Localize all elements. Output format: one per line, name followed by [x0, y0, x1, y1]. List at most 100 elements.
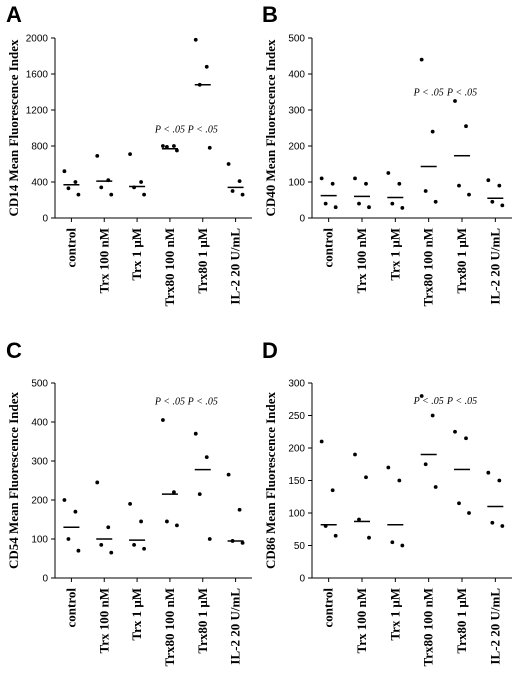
- significance-annotation: P < .05: [154, 396, 185, 407]
- data-point: [353, 452, 357, 457]
- data-point: [464, 124, 468, 129]
- data-point: [490, 520, 495, 525]
- data-point: [367, 535, 371, 540]
- category-label: Trx80 100 nM: [162, 228, 177, 306]
- data-point: [204, 64, 209, 69]
- category-label: Trx80 100 nM: [162, 588, 177, 666]
- data-point: [397, 478, 402, 483]
- data-point: [357, 517, 361, 522]
- category-label: control: [63, 228, 78, 268]
- data-point: [226, 472, 231, 477]
- significance-annotation: P < .05: [446, 88, 477, 99]
- y-tick-label: 500: [288, 34, 305, 45]
- data-point: [139, 180, 143, 184]
- data-point: [419, 57, 424, 62]
- data-point: [319, 176, 324, 181]
- category-label: control: [321, 228, 336, 268]
- category-label: Trx80 100 nM: [421, 228, 436, 306]
- data-point: [500, 203, 505, 208]
- category-label: Trx 100 nM: [96, 588, 111, 653]
- y-tick-label: 200: [288, 142, 305, 153]
- data-point: [230, 189, 235, 193]
- data-point: [357, 201, 361, 206]
- data-point: [386, 171, 391, 175]
- category-label: IL-2 20 U/mL: [487, 588, 502, 665]
- data-point: [386, 465, 391, 470]
- category-label: control: [321, 588, 336, 628]
- y-tick-label: 100: [31, 535, 48, 546]
- data-point: [99, 185, 104, 190]
- data-point: [132, 542, 136, 547]
- category-label: IL-2 20 U/mL: [228, 588, 243, 665]
- significance-annotation: P < .05: [187, 125, 218, 136]
- data-point: [364, 475, 368, 480]
- data-point: [207, 145, 212, 150]
- data-point: [172, 144, 176, 148]
- y-tick-label: 200: [31, 496, 48, 507]
- data-point: [109, 192, 114, 197]
- data-point: [323, 201, 328, 206]
- data-point: [464, 436, 468, 441]
- data-point: [500, 524, 505, 528]
- data-point: [400, 543, 405, 548]
- significance-annotation: P < .05: [413, 88, 444, 99]
- significance-annotation: P < .05: [413, 396, 444, 407]
- data-point: [139, 519, 143, 524]
- data-point: [467, 192, 471, 197]
- data-point: [95, 154, 100, 158]
- data-point: [62, 498, 67, 502]
- data-point: [364, 181, 368, 186]
- data-point: [433, 485, 438, 489]
- data-point: [142, 546, 146, 551]
- data-point: [319, 439, 324, 444]
- y-tick-label: 400: [288, 70, 305, 81]
- data-point: [237, 507, 242, 512]
- data-point: [457, 183, 461, 188]
- chart-panel-a: A CD14 Mean Fluorescence Index 0 400 800 1200…: [6, 2, 252, 306]
- y-tick-label: 100: [288, 509, 305, 520]
- y-tick-label: 0: [299, 574, 305, 585]
- panel-letter: C: [6, 338, 22, 363]
- y-tick-label: 200: [288, 444, 305, 455]
- data-point: [497, 183, 502, 188]
- data-point: [237, 179, 242, 184]
- y-tick-label: 250: [288, 411, 305, 422]
- significance-annotation: P < .05: [154, 125, 185, 136]
- y-tick-label: 300: [288, 379, 305, 390]
- data-point: [240, 541, 245, 545]
- category-label: IL-2 20 U/mL: [487, 228, 502, 305]
- category-label: Trx 1 μM: [129, 588, 144, 641]
- data-point: [73, 180, 78, 184]
- data-point: [73, 509, 78, 514]
- data-point: [207, 537, 212, 541]
- data-point: [433, 199, 438, 204]
- y-tick-label: 2000: [26, 34, 49, 45]
- data-point: [175, 523, 179, 528]
- data-point: [204, 455, 209, 459]
- data-point: [423, 462, 428, 467]
- significance-annotation: P < .05: [446, 396, 477, 407]
- chart-panel-c: C CD54 Mean Fluorescence Index 0 100 200 300 4…: [6, 338, 252, 666]
- category-label: Trx80 1 μM: [195, 588, 210, 654]
- data-point: [226, 162, 231, 166]
- chart-panel-b: B CD40 Mean Fluorescence Index 0 100 200 300 4…: [262, 2, 512, 306]
- data-point: [193, 37, 198, 42]
- data-point: [486, 178, 491, 183]
- y-tick-label: 100: [288, 178, 305, 189]
- category-label: Trx80 1 μM: [195, 228, 210, 294]
- y-tick-label: 300: [31, 457, 48, 468]
- data-point: [66, 186, 71, 191]
- data-point: [161, 418, 165, 422]
- data-point: [62, 169, 67, 174]
- data-point: [161, 144, 165, 148]
- category-label: control: [63, 588, 78, 628]
- y-tick-label: 0: [42, 574, 48, 585]
- data-point: [397, 181, 402, 186]
- panel-letter: A: [6, 2, 22, 27]
- data-point: [142, 192, 146, 197]
- data-point: [486, 470, 491, 475]
- y-tick-label: 0: [299, 214, 305, 225]
- y-tick-label: 400: [31, 418, 48, 429]
- data-point: [430, 413, 435, 418]
- data-point: [490, 199, 495, 204]
